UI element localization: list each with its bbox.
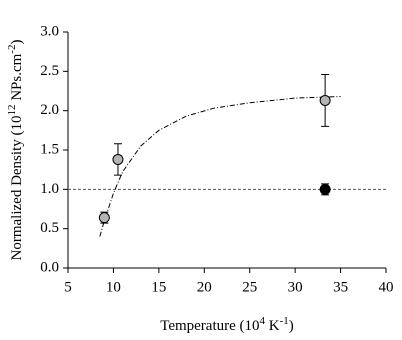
point: [112, 153, 124, 165]
y-tick-label: 0.0: [40, 259, 59, 275]
y-tick-label: 2.0: [40, 102, 59, 118]
x-tick-label: 35: [333, 279, 348, 295]
x-tick-label: 10: [106, 279, 121, 295]
y-tick-label: 3.0: [40, 23, 59, 39]
fit-curve: [99, 96, 341, 237]
x-tick-label: 40: [379, 279, 394, 295]
superscript: -1: [280, 315, 289, 327]
point: [98, 212, 110, 224]
point: [319, 94, 331, 106]
ylabel-label: Normalized Density (1012 NPs.cm-2): [6, 40, 26, 261]
x-tick-label: 30: [288, 279, 303, 295]
x-tick-label: 20: [197, 279, 212, 295]
label-part: Normalized Density (10: [9, 116, 25, 261]
x-tick-label: 5: [64, 279, 72, 295]
point: [319, 183, 331, 195]
y-tick-label: 2.5: [40, 63, 59, 79]
y-tick-label: 1.0: [40, 181, 59, 197]
label-part: NPs.cm: [9, 53, 25, 104]
superscript: 4: [260, 315, 266, 327]
x-tick-label: 15: [151, 279, 166, 295]
xlabel-label: Temperature (104 K-1): [160, 315, 294, 335]
superscript: -2: [6, 45, 18, 54]
y-tick-label: 1.5: [40, 141, 59, 157]
superscript: 12: [6, 105, 18, 116]
label-part: ): [9, 40, 25, 45]
label-part: Temperature (10: [160, 318, 259, 334]
y-tick-label: 0.5: [40, 220, 59, 236]
label-part: K: [265, 318, 280, 334]
x-tick-label: 25: [242, 279, 257, 295]
label-part: ): [289, 318, 294, 334]
